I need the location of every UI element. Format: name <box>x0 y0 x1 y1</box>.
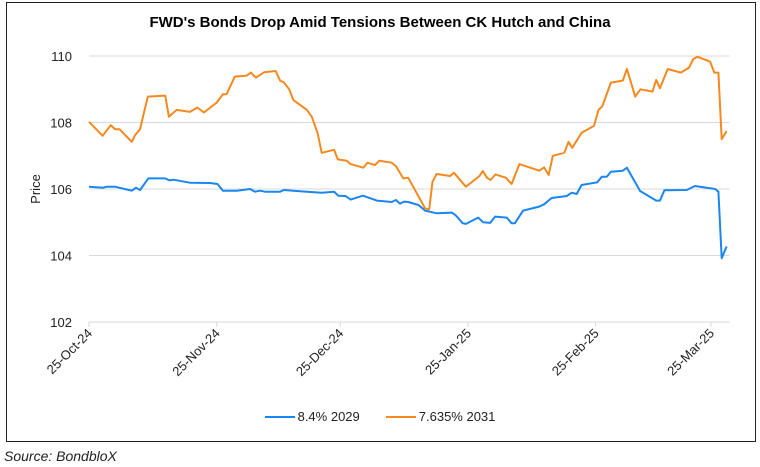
x-tick-label: 25-Dec-24 <box>293 326 347 380</box>
x-tick-label: 25-Feb-25 <box>549 326 602 379</box>
y-tick-label: 110 <box>51 49 72 64</box>
y-axis-label: Price <box>28 174 43 204</box>
legend-swatch-orange <box>385 415 416 418</box>
y-tick-label: 104 <box>50 249 72 264</box>
legend: 8.4% 2029 7.635% 2031 <box>0 409 760 424</box>
x-tick-label: 25-Nov-24 <box>169 326 223 380</box>
x-tick-label: 25-Mar-25 <box>664 326 717 379</box>
chart-title: FWD's Bonds Drop Amid Tensions Between C… <box>149 14 611 31</box>
chart-frame <box>6 2 756 442</box>
legend-item-8-4-2029: 8.4% 2029 <box>264 409 360 424</box>
legend-label: 7.635% 2031 <box>418 409 496 424</box>
y-tick-label: 102 <box>50 315 72 330</box>
legend-label: 8.4% 2029 <box>297 409 360 424</box>
x-tick-label: 25-Oct-24 <box>44 326 95 377</box>
legend-item-7-635-2031: 7.635% 2031 <box>385 409 496 424</box>
source-note: Source: BondbloX <box>4 448 117 464</box>
series-line-1 <box>88 55 728 211</box>
y-tick-label: 108 <box>50 116 72 131</box>
legend-swatch-blue <box>264 415 295 418</box>
x-tick-label: 25-Jan-25 <box>422 326 474 378</box>
y-tick-label: 106 <box>50 182 72 197</box>
series-line-0 <box>88 166 728 260</box>
